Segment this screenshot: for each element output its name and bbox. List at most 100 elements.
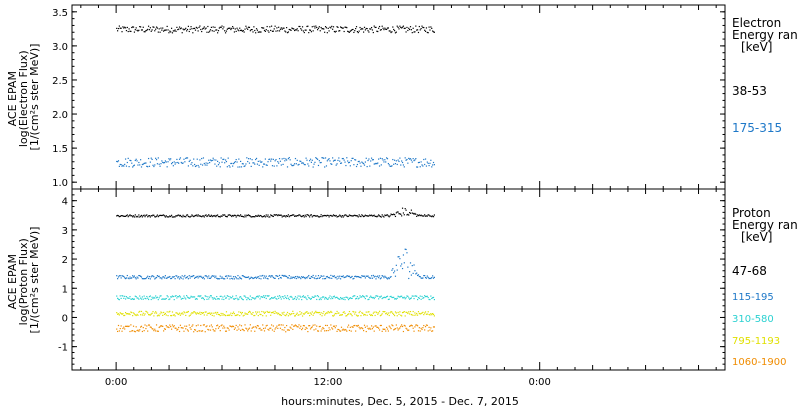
- data-point: [316, 277, 319, 279]
- data-point: [388, 314, 390, 317]
- data-point: [249, 158, 251, 160]
- data-point: [186, 276, 189, 278]
- data-point: [410, 29, 412, 31]
- data-point: [204, 295, 206, 297]
- data-point: [361, 161, 363, 163]
- data-point: [237, 326, 239, 328]
- data-point: [411, 32, 413, 34]
- data-point: [128, 313, 130, 315]
- data-point: [325, 330, 328, 332]
- data-point: [186, 157, 189, 159]
- data-point: [419, 295, 421, 297]
- data-point: [136, 215, 138, 217]
- data-point: [117, 297, 119, 299]
- data-point: [352, 28, 354, 31]
- data-point: [419, 330, 421, 332]
- data-point: [279, 314, 282, 316]
- data-point: [123, 27, 125, 29]
- data-point: [392, 26, 394, 28]
- data-point: [236, 215, 238, 217]
- data-point: [291, 313, 293, 315]
- data-point: [384, 159, 386, 161]
- data-point: [429, 329, 431, 331]
- data-point: [389, 276, 391, 278]
- data-point: [274, 277, 276, 279]
- data-point: [386, 296, 388, 298]
- data-point: [334, 215, 336, 217]
- data-point: [312, 314, 314, 316]
- data-point: [287, 214, 289, 216]
- data-point: [327, 310, 329, 313]
- data-point: [388, 164, 390, 166]
- data-point: [131, 162, 133, 164]
- data-point: [300, 278, 302, 280]
- data-point: [208, 298, 210, 300]
- data-point: [132, 215, 135, 217]
- data-point: [412, 27, 414, 29]
- data-point: [394, 311, 397, 313]
- data-point: [384, 311, 386, 313]
- data-point: [359, 162, 361, 164]
- data-point: [270, 312, 273, 314]
- data-point: [336, 296, 338, 299]
- data-point: [417, 311, 420, 313]
- data-point: [181, 312, 183, 314]
- data-point: [432, 215, 434, 217]
- data-point: [313, 296, 315, 298]
- data-point: [131, 311, 133, 314]
- data-point: [337, 328, 339, 331]
- data-point: [370, 215, 372, 217]
- data-point: [293, 29, 296, 32]
- data-point: [259, 214, 261, 217]
- data-point: [217, 298, 220, 300]
- data-point: [209, 277, 211, 279]
- data-point: [235, 324, 237, 327]
- data-point: [137, 277, 139, 279]
- data-point: [351, 215, 353, 217]
- data-point: [215, 275, 217, 277]
- data-point: [327, 277, 329, 279]
- data-point: [240, 313, 243, 315]
- data-point: [358, 160, 360, 162]
- data-point: [332, 275, 334, 277]
- data-point: [233, 31, 236, 33]
- data-point: [386, 328, 389, 330]
- data-point: [117, 313, 119, 315]
- data-point: [150, 298, 152, 301]
- data-point: [167, 29, 169, 31]
- data-point: [196, 298, 198, 300]
- data-point: [292, 214, 294, 216]
- data-point: [329, 160, 331, 162]
- data-point: [283, 329, 285, 331]
- data-point: [334, 31, 336, 33]
- data-point: [309, 216, 311, 218]
- data-point: [186, 329, 189, 331]
- data-point: [166, 311, 168, 313]
- data-point: [121, 31, 123, 33]
- data-point: [209, 296, 211, 298]
- data-point: [124, 314, 126, 317]
- data-point: [306, 311, 308, 313]
- data-point: [285, 331, 287, 333]
- data-point: [135, 295, 137, 298]
- data-point: [123, 297, 125, 299]
- data-point: [222, 312, 224, 315]
- data-point: [334, 277, 336, 279]
- data-point: [305, 215, 307, 218]
- data-point: [369, 214, 371, 216]
- data-point: [300, 296, 302, 298]
- data-point: [188, 297, 190, 299]
- data-point: [200, 275, 202, 277]
- data-point: [195, 165, 197, 167]
- data-point: [419, 215, 421, 217]
- data-point: [355, 314, 358, 316]
- data-point: [217, 313, 220, 316]
- data-point: [208, 329, 210, 331]
- data-point: [203, 278, 205, 280]
- data-point: [119, 295, 121, 297]
- data-point: [121, 330, 123, 332]
- data-point: [180, 313, 182, 315]
- data-point: [349, 165, 351, 167]
- data-point: [420, 298, 422, 300]
- data-point: [424, 326, 427, 328]
